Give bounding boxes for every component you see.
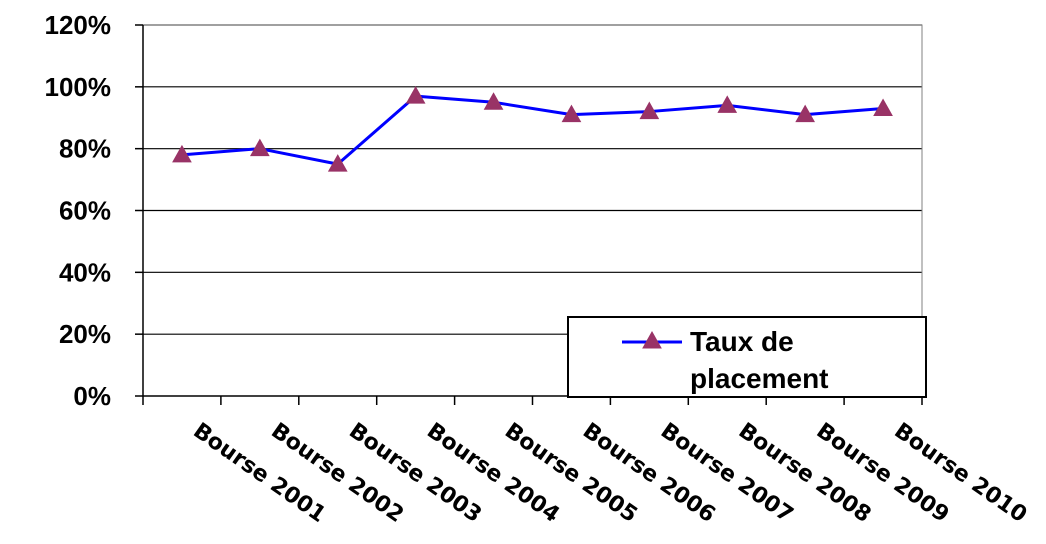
series-line xyxy=(181,94,884,166)
x-category-label: Bourse 2002 xyxy=(266,418,408,528)
y-tick-label: 20% xyxy=(59,319,111,349)
data-point-marker xyxy=(873,98,893,116)
y-tick-label: 80% xyxy=(59,134,111,164)
y-tick-label: 0% xyxy=(73,381,111,411)
x-category-label: Bourse 2009 xyxy=(812,418,954,528)
y-axis-tick-labels: 0% 20% 40% 60% 80% 100% 120% xyxy=(45,10,112,411)
x-category-label: Bourse 2006 xyxy=(578,418,720,528)
legend-box xyxy=(567,316,927,398)
series-taux-de-placement xyxy=(172,86,893,172)
data-point-marker xyxy=(717,95,738,113)
x-category-label: Bourse 2010 xyxy=(890,418,1032,528)
data-point-marker xyxy=(405,86,426,104)
legend-marker-icon xyxy=(642,330,662,349)
data-point-marker xyxy=(795,104,816,123)
data-point-marker xyxy=(172,144,192,163)
legend-label-line-1: Taux de xyxy=(690,326,794,357)
y-tick-label: 120% xyxy=(45,10,112,40)
data-point-marker xyxy=(249,138,270,157)
data-point-marker xyxy=(639,101,660,120)
x-category-label: Bourse 2001 xyxy=(189,418,331,528)
y-tick-label: 60% xyxy=(59,196,111,226)
legend-label-line-2: placement xyxy=(690,363,829,394)
x-category-label: Bourse 2007 xyxy=(656,418,798,528)
data-point-marker xyxy=(561,104,582,123)
x-category-label: Bourse 2004 xyxy=(422,418,564,528)
x-category-label: Bourse 2005 xyxy=(500,418,642,528)
data-point-marker xyxy=(327,154,348,172)
x-category-label: Bourse 2008 xyxy=(734,418,876,528)
y-tick-label: 100% xyxy=(45,72,112,102)
x-category-label: Bourse 2003 xyxy=(344,418,486,528)
gridlines xyxy=(143,24,922,335)
data-point-marker xyxy=(483,92,504,110)
legend: Taux de placement xyxy=(567,316,927,398)
y-tick-label: 40% xyxy=(59,257,111,287)
